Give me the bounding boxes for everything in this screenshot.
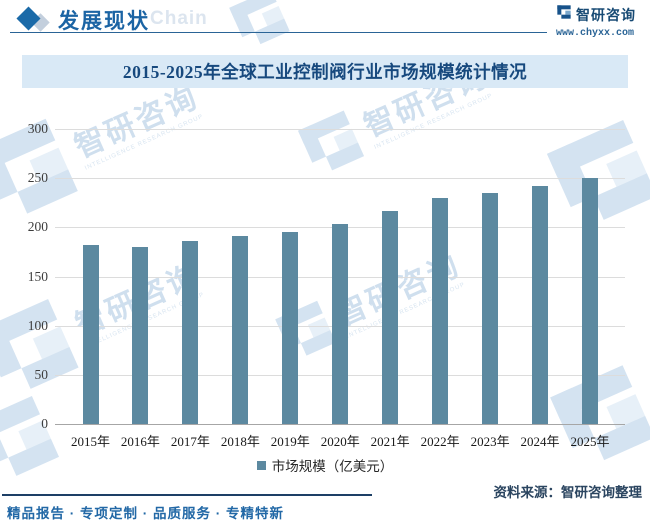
header-watermark-text: Chain	[150, 8, 208, 29]
x-axis-label-2016年: 2016年	[120, 434, 160, 449]
y-axis-tick-300: 300	[27, 121, 48, 136]
brand-logo-icon	[556, 4, 572, 25]
brand-name: 智研咨询	[576, 6, 636, 23]
bar-2024年	[532, 186, 549, 424]
legend-label: 市场规模（亿美元）	[271, 459, 394, 474]
gridline-0	[55, 424, 625, 425]
bar-2019年	[282, 232, 299, 424]
data-source-note: 资料来源：智研咨询整理	[493, 485, 643, 500]
footer-divider	[2, 494, 372, 496]
y-axis-tick-0: 0	[41, 416, 48, 431]
bar-2015年	[82, 245, 99, 424]
y-axis-tick-200: 200	[27, 219, 48, 235]
x-axis-label-2017年: 2017年	[170, 434, 210, 449]
x-axis-label-2025年: 2025年	[570, 434, 610, 449]
y-axis-tick-250: 250	[27, 170, 48, 186]
gridline-300	[55, 129, 625, 130]
bar-2022年	[432, 197, 449, 424]
x-axis-label-2023年: 2023年	[470, 434, 510, 449]
header-divider	[10, 32, 547, 33]
brand-url: www.chyxx.com	[556, 28, 635, 39]
section-title: 发展现状	[58, 10, 150, 33]
bar-2020年	[332, 224, 349, 424]
x-axis-label-2022年: 2022年	[420, 434, 460, 449]
bar-2021年	[382, 210, 399, 424]
x-axis-label-2020年: 2020年	[320, 434, 360, 449]
y-axis-tick-100: 100	[27, 317, 48, 333]
chart-legend: 市场规模（亿美元）	[0, 455, 650, 475]
footer-tagline: 精品报告 · 专项定制 · 品质服务 · 专精特新	[7, 506, 284, 521]
bar-2025年	[582, 178, 598, 424]
x-axis-label-2019年: 2019年	[270, 434, 310, 449]
y-axis-tick-50: 50	[34, 366, 49, 382]
bar-2018年	[232, 236, 249, 424]
legend-marker-icon	[256, 460, 266, 470]
chart-title: 2015-2025年全球工业控制阀行业市场规模统计情况	[122, 62, 528, 82]
bar-2016年	[132, 247, 149, 424]
brand-block: 智研咨询 www.chyxx.com	[556, 4, 646, 39]
x-axis-label-2021年: 2021年	[370, 434, 410, 449]
bar-2023年	[482, 192, 499, 424]
bar-2017年	[182, 241, 199, 424]
x-axis-label-2024年: 2024年	[520, 434, 560, 449]
y-axis-tick-150: 150	[27, 268, 48, 284]
gridline-250	[55, 178, 625, 180]
x-axis-label-2015年: 2015年	[70, 434, 110, 449]
chart-title-band: 2015-2025年全球工业控制阀行业市场规模统计情况	[22, 55, 628, 88]
x-axis-label-2018年: 2018年	[220, 434, 260, 449]
